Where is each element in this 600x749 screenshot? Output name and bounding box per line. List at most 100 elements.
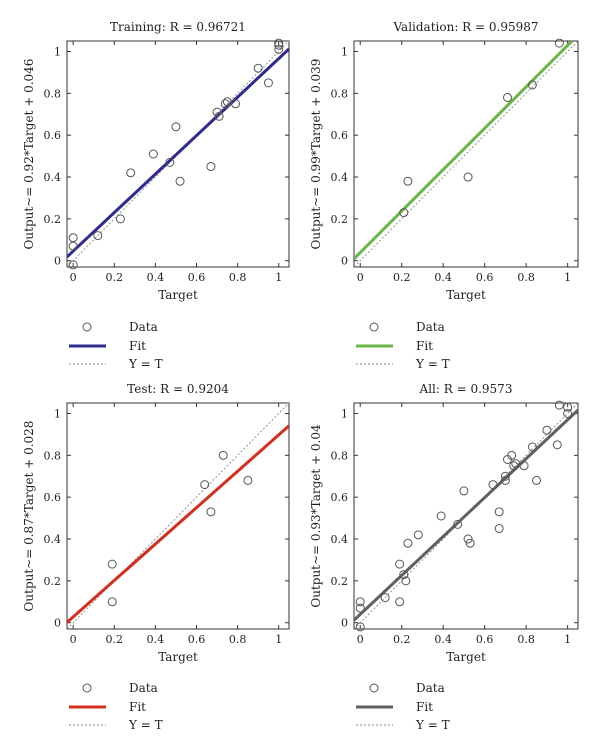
validation-x-tick-label: 0.2 bbox=[393, 271, 411, 284]
training-legend: Data Fit Y = T bbox=[69, 320, 163, 371]
training-title: Training: R = 0.96721 bbox=[110, 20, 246, 34]
test-lines bbox=[67, 403, 289, 629]
test-x-tick-label: 0.2 bbox=[106, 633, 124, 646]
all-data-point bbox=[453, 519, 463, 529]
training-x-tick-label: 0.8 bbox=[229, 271, 247, 284]
all-x-tick-label: 0.2 bbox=[393, 633, 411, 646]
training-y-label: Output~= 0.92*Target + 0.046 bbox=[22, 59, 36, 250]
training-data-point bbox=[222, 97, 232, 107]
test-y-tick-label: 0.6 bbox=[44, 491, 62, 504]
all-lines bbox=[354, 403, 578, 629]
validation-identity-line bbox=[354, 41, 578, 267]
validation-y-tick-label: 0 bbox=[341, 255, 348, 268]
training-data-point bbox=[274, 38, 284, 48]
all-data-point bbox=[403, 538, 413, 548]
test-legend-data-label: Data bbox=[129, 681, 158, 695]
training-x-tick-label: 0.4 bbox=[147, 271, 165, 284]
all-data-point bbox=[380, 593, 390, 603]
validation-x-tick-label: 0.6 bbox=[476, 271, 494, 284]
test-data-point bbox=[243, 475, 253, 485]
training-plot-area bbox=[66, 40, 290, 268]
validation-data-point bbox=[403, 176, 413, 186]
all-legend: Data Fit Y = T bbox=[356, 681, 450, 732]
all-panel: 0 0.2 0.4 0.6 0.8 1 0 0.2 0.4 0.6 0.8 1 All: R = 0.9… bbox=[309, 382, 579, 732]
all-plot-area bbox=[353, 402, 579, 630]
all-y-tick-label: 0.4 bbox=[331, 533, 349, 546]
all-legend-data-label: Data bbox=[416, 681, 445, 695]
all-y-tick-label: 1 bbox=[341, 407, 348, 420]
training-x-tick-label: 0 bbox=[70, 271, 77, 284]
all-data-point bbox=[563, 402, 573, 412]
training-legend-identity-label: Y = T bbox=[128, 357, 163, 371]
all-x-tick-label: 1 bbox=[564, 633, 571, 646]
all-data-point bbox=[413, 530, 423, 540]
training-data-point bbox=[214, 111, 224, 121]
validation-x-label: Target bbox=[446, 288, 486, 302]
all-y-tick-label: 0.8 bbox=[331, 449, 349, 462]
test-panel: 0 0.2 0.4 0.6 0.8 1 0 0.2 0.4 0.6 0.8 1 Test: R = 0.… bbox=[22, 382, 290, 732]
test-identity-line bbox=[67, 403, 289, 629]
validation-data-point bbox=[502, 93, 512, 102]
training-data-point bbox=[274, 40, 284, 50]
all-legend-fit-label: Fit bbox=[416, 700, 433, 714]
all-data-point bbox=[509, 461, 519, 471]
test-title: Test: R = 0.9204 bbox=[127, 382, 229, 396]
training-y-tick-label: 0.6 bbox=[44, 129, 62, 142]
all-data-point bbox=[399, 570, 409, 580]
training-data-point bbox=[126, 168, 136, 178]
all-data-point bbox=[395, 597, 405, 607]
test-y-tick-label: 0 bbox=[54, 617, 61, 630]
test-y-tick-label: 0.8 bbox=[44, 449, 62, 462]
all-data-point bbox=[542, 425, 552, 435]
all-x-tick-label: 0 bbox=[357, 633, 364, 646]
all-y-tick-label: 0.2 bbox=[331, 575, 349, 588]
training-x-tick-label: 0.2 bbox=[106, 271, 124, 284]
training-y-tick-label: 0.4 bbox=[44, 171, 62, 184]
all-data-point bbox=[500, 475, 510, 485]
all-data-point bbox=[554, 400, 564, 410]
training-y-tick-label: 0 bbox=[54, 255, 61, 268]
training-data-point bbox=[68, 233, 78, 243]
training-fit-line bbox=[67, 47, 289, 258]
test-data-point bbox=[107, 597, 117, 607]
training-data-point bbox=[206, 162, 216, 172]
test-fit-line bbox=[67, 424, 289, 624]
validation-data-point bbox=[463, 172, 473, 182]
training-data-point bbox=[165, 157, 175, 167]
test-y-tick-label: 1 bbox=[54, 407, 61, 420]
training-data-point bbox=[148, 149, 158, 159]
test-y-label: Output~= 0.87*Target + 0.028 bbox=[22, 421, 36, 612]
validation-x-tick-label: 1 bbox=[564, 271, 571, 284]
training-data-point bbox=[220, 99, 230, 109]
test-y-tick-label: 0.4 bbox=[44, 533, 62, 546]
training-data-point bbox=[68, 260, 78, 270]
all-data-point bbox=[488, 480, 498, 490]
all-data-point bbox=[395, 559, 405, 569]
test-x-label: Target bbox=[158, 650, 198, 664]
training-data-point bbox=[253, 63, 263, 73]
training-lines bbox=[67, 41, 289, 267]
training-legend-data-label: Data bbox=[129, 320, 158, 334]
training-y-tick-label: 1 bbox=[54, 45, 61, 58]
all-x-tick-label: 0.6 bbox=[476, 633, 494, 646]
test-data-point bbox=[206, 507, 216, 517]
training-x-tick-label: 1 bbox=[275, 271, 282, 284]
validation-y-tick-label: 0.2 bbox=[331, 213, 349, 226]
training-y-tick-label: 0.2 bbox=[44, 213, 62, 226]
validation-x-tick-label: 0.8 bbox=[517, 271, 535, 284]
all-data-point bbox=[401, 576, 411, 586]
test-data-point bbox=[200, 480, 210, 490]
validation-fit-line bbox=[354, 41, 574, 260]
all-data-point bbox=[463, 534, 473, 544]
test-data-point bbox=[218, 450, 228, 460]
all-y-tick-label: 0 bbox=[341, 617, 348, 630]
all-data-point bbox=[355, 597, 365, 607]
training-panel: 0 0.2 0.4 0.6 0.8 1 0 0.2 0.4 0.6 0.8 1 Training: R … bbox=[22, 20, 290, 371]
all-x-tick-label: 0.8 bbox=[517, 633, 535, 646]
validation-x-tick-label: 0 bbox=[357, 271, 364, 284]
all-title: All: R = 0.9573 bbox=[419, 382, 513, 396]
training-x-label: Target bbox=[158, 288, 198, 302]
all-data-point bbox=[507, 450, 517, 460]
training-identity-line bbox=[67, 41, 289, 267]
